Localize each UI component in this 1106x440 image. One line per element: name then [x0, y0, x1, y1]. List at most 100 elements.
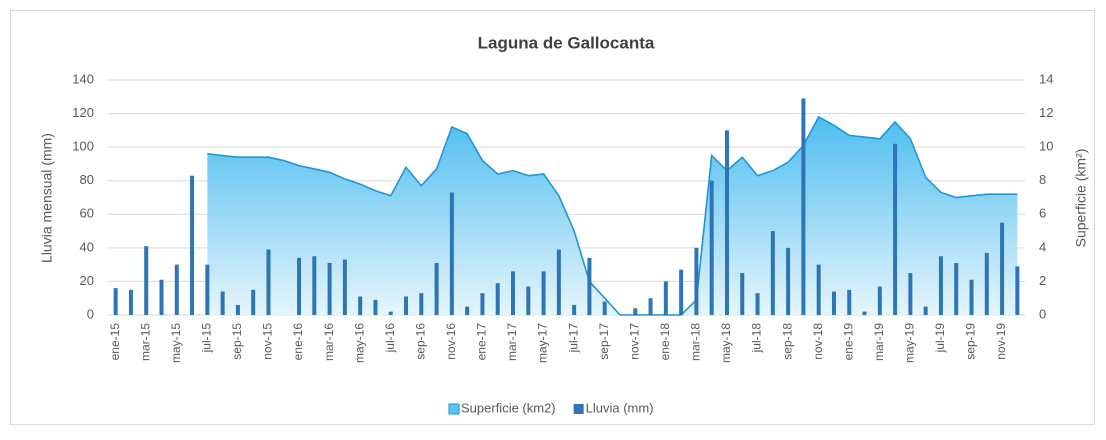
- bar: [923, 306, 928, 315]
- bar: [251, 289, 256, 315]
- bar: [358, 296, 363, 315]
- x-tick-label: nov-16: [444, 323, 458, 360]
- bar: [190, 175, 195, 315]
- bar: [297, 257, 302, 315]
- y2-tick-label: 6: [1039, 206, 1046, 221]
- bar: [235, 304, 240, 315]
- legend-label: Lluvia (mm): [586, 400, 654, 415]
- x-tick-label: mar-18: [689, 323, 703, 361]
- x-tick-label: sep-16: [413, 323, 427, 360]
- x-tick-label: mar-17: [505, 323, 519, 361]
- x-tick-label: jul-19: [933, 323, 947, 354]
- x-tick-label: may-19: [903, 323, 917, 363]
- bar: [969, 279, 974, 315]
- bar: [449, 192, 454, 315]
- bar: [633, 308, 638, 315]
- bar: [587, 257, 592, 315]
- bar: [465, 306, 470, 315]
- x-tick-label: jul-17: [566, 323, 580, 354]
- bar: [1015, 266, 1020, 315]
- bar: [908, 273, 913, 315]
- chart-title: Laguna de Gallocanta: [478, 33, 655, 52]
- y2-tick-label: 4: [1039, 239, 1046, 254]
- x-tick-label: ene-19: [841, 323, 855, 361]
- bar: [205, 264, 210, 315]
- bar: [770, 231, 775, 315]
- bar: [312, 256, 317, 315]
- y-tick-label: 40: [80, 239, 94, 254]
- x-tick-label: jul-18: [750, 323, 764, 354]
- bar: [862, 311, 867, 315]
- bar: [816, 264, 821, 315]
- x-tick-label: mar-19: [872, 323, 886, 361]
- bar: [342, 259, 347, 315]
- bar: [984, 252, 989, 315]
- x-tick-label: mar-16: [322, 323, 336, 361]
- y-axis-label: Lluvia mensual (mm): [39, 133, 55, 263]
- bar: [877, 286, 882, 315]
- x-tick-label: sep-15: [230, 323, 244, 360]
- bar: [419, 293, 424, 315]
- x-tick-label: may-15: [169, 323, 183, 363]
- bar: [266, 249, 271, 315]
- area-line: [207, 115, 1018, 316]
- bar: [694, 247, 699, 315]
- y-tick-label: 20: [80, 273, 94, 288]
- x-tick-label: may-18: [719, 323, 733, 363]
- x-tick-label: sep-18: [780, 323, 794, 360]
- x-tick-label: ene-15: [108, 323, 122, 361]
- y2-tick-label: 10: [1039, 139, 1053, 154]
- x-tick-label: sep-17: [597, 323, 611, 360]
- x-tick-label: jul-15: [200, 323, 214, 354]
- y2-tick-label: 0: [1039, 306, 1046, 321]
- bar: [434, 262, 439, 315]
- bar: [1000, 222, 1005, 315]
- bar: [801, 98, 806, 315]
- bar: [724, 130, 729, 315]
- bar: [893, 143, 898, 315]
- bar: [388, 311, 393, 315]
- bar: [602, 301, 607, 315]
- x-tick-label: nov-19: [994, 323, 1008, 360]
- bar: [526, 286, 531, 315]
- legend-swatch: [448, 403, 460, 415]
- x-tick-label: nov-15: [261, 323, 275, 360]
- bar: [144, 246, 149, 315]
- y2-tick-label: 12: [1039, 105, 1053, 120]
- x-tick-label: ene-16: [291, 323, 305, 361]
- x-tick-label: may-17: [536, 323, 550, 363]
- y2-tick-label: 8: [1039, 172, 1046, 187]
- bar: [679, 269, 684, 315]
- bar: [511, 271, 516, 315]
- y2-tick-label: 14: [1039, 71, 1053, 86]
- bar: [572, 304, 577, 315]
- bar: [480, 293, 485, 315]
- bar: [541, 271, 546, 315]
- legend-label: Superficie (km2): [461, 400, 556, 415]
- x-tick-label: ene-18: [658, 323, 672, 361]
- x-tick-label: jul-16: [383, 323, 397, 354]
- legend-swatch: [573, 404, 584, 414]
- y-tick-label: 0: [87, 306, 94, 321]
- x-tick-label: mar-15: [138, 323, 152, 361]
- bar: [113, 288, 118, 315]
- bar: [831, 291, 836, 315]
- y-tick-label: 120: [72, 105, 94, 120]
- x-tick-label: nov-17: [627, 323, 641, 360]
- bar: [159, 279, 164, 315]
- bar: [755, 293, 760, 315]
- y-tick-label: 140: [72, 71, 94, 86]
- bar: [174, 264, 179, 315]
- y-tick-label: 60: [80, 206, 94, 221]
- y-tick-label: 100: [72, 139, 94, 154]
- area: [207, 116, 1018, 315]
- bar: [938, 256, 943, 315]
- bar: [128, 289, 133, 315]
- y2-tick-label: 2: [1039, 273, 1046, 288]
- x-tick-label: ene-17: [475, 323, 489, 361]
- x-tick-label: nov-18: [811, 323, 825, 360]
- bar: [495, 283, 500, 315]
- bar: [786, 247, 791, 315]
- bar: [954, 262, 959, 315]
